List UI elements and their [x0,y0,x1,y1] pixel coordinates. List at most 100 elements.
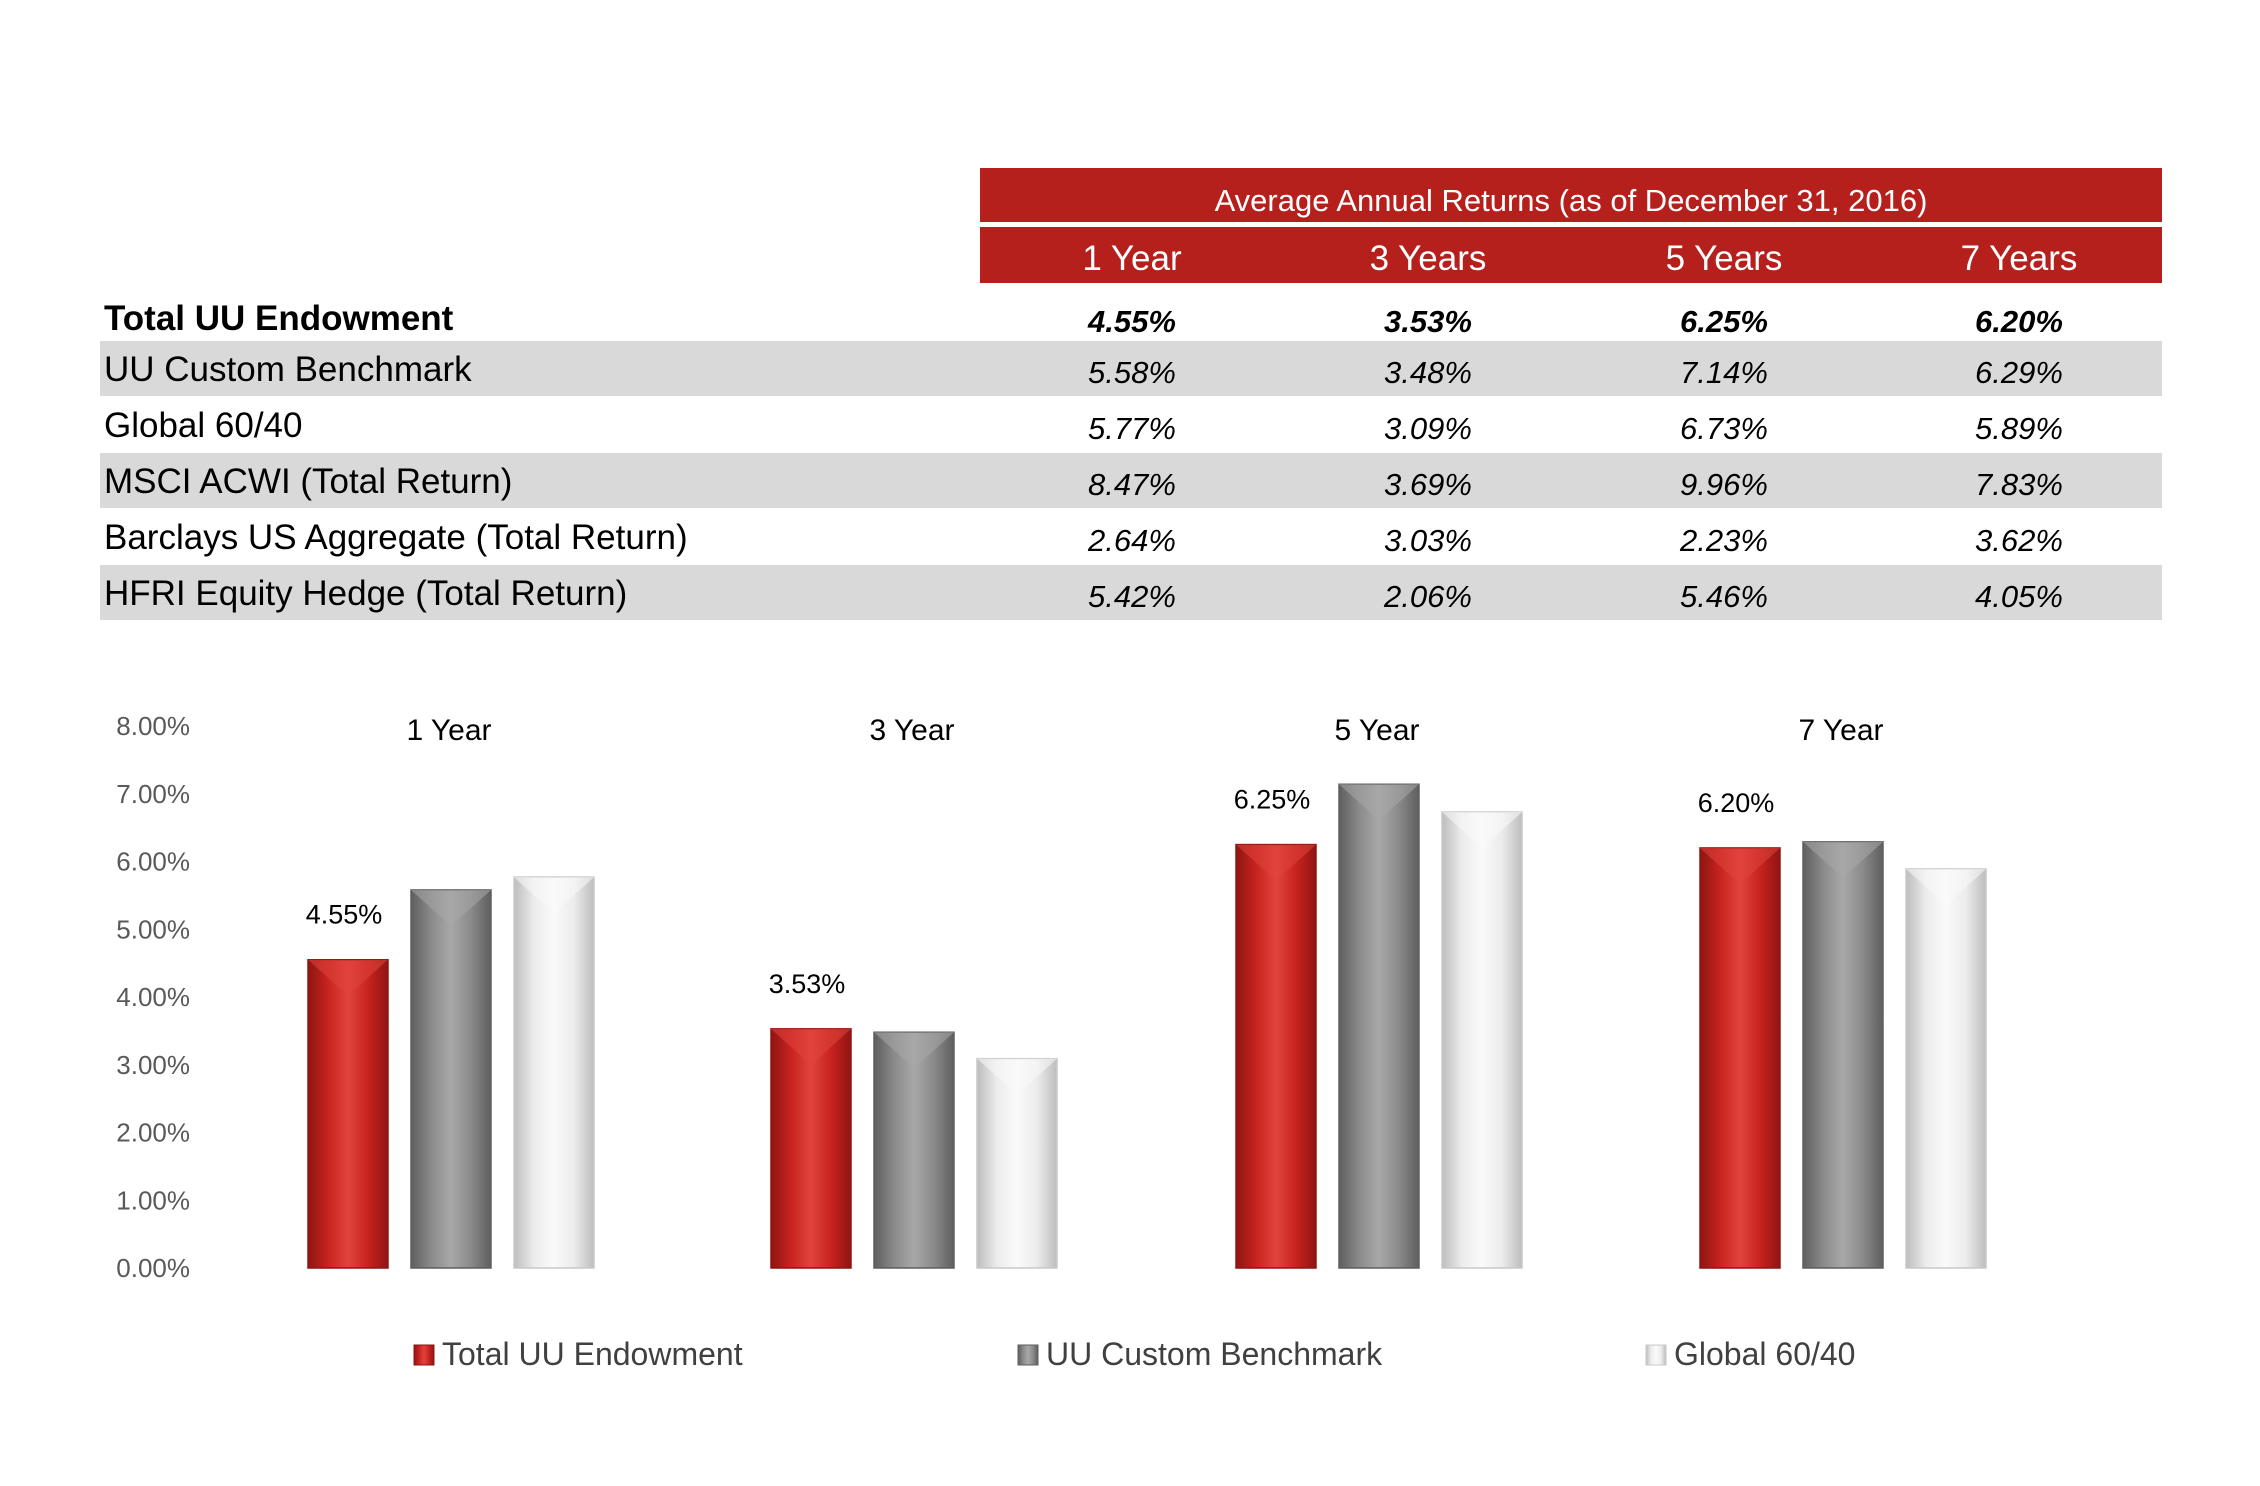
bar-body [873,1031,955,1269]
bar [976,1057,1058,1269]
table-header-title: Average Annual Returns (as of December 3… [980,168,2162,222]
bar-body [307,958,389,1269]
legend-swatch [1017,1344,1039,1366]
y-tick-label: 0.00% [116,1253,190,1283]
table-row: Total UU Endowment 4.55% 3.53% 6.25% 6.2… [100,290,2162,345]
period-header-7y: 7 Years [1960,239,2078,278]
bar [873,1031,955,1269]
table-row: UU Custom Benchmark 5.58% 3.48% 7.14% 6.… [100,341,2162,396]
period-header-1y: 1 Year [1082,239,1182,278]
cell-value: 3.48% [1384,355,1472,390]
cell-value: 3.69% [1384,467,1472,502]
cell-value: 5.89% [1975,411,2063,446]
legend-label: UU Custom Benchmark [1046,1336,1383,1372]
data-label: 3.53% [769,969,846,999]
legend-swatch [1645,1344,1667,1366]
bar [1441,811,1523,1269]
bar-body [1905,868,1987,1269]
cell-value: 6.20% [1975,304,2063,339]
group-titles: 1 Year 3 Year 5 Year 7 Year [406,714,1883,747]
data-label: 6.20% [1698,788,1775,818]
cell-value: 4.55% [1088,304,1176,339]
legend-item: UU Custom Benchmark [1017,1336,1383,1372]
legend-item: Total UU Endowment [413,1336,743,1372]
cell-value: 7.14% [1680,355,1768,390]
group-title: 3 Year [869,714,954,747]
legend: Total UU Endowment UU Custom Benchmark Glo… [413,1336,1855,1372]
cell-value: 2.23% [1680,523,1768,558]
bar [1235,843,1317,1269]
row-label: HFRI Equity Hedge (Total Return) [104,574,628,613]
data-labels: 4.55% 3.53% 6.25% 6.20% [306,785,1775,999]
cell-value: 5.77% [1088,411,1176,446]
table-row: Global 60/40 5.77% 3.09% 6.73% 5.89% [100,397,2162,452]
row-label: Total UU Endowment [104,299,454,338]
y-tick-label: 5.00% [116,914,190,944]
y-tick-label: 6.00% [116,847,190,877]
table-row: HFRI Equity Hedge (Total Return) 5.42% 2… [100,565,2162,620]
period-header-3y: 3 Years [1369,239,1487,278]
bar-bevel [771,1028,851,1065]
group-title: 7 Year [1798,714,1883,747]
row-label: UU Custom Benchmark [104,350,472,389]
cell-value: 5.46% [1680,579,1768,614]
bar-bevel [977,1058,1057,1095]
bar [1338,783,1420,1269]
row-label: MSCI ACWI (Total Return) [104,462,513,501]
bar [1699,847,1781,1269]
table-row: Barclays US Aggregate (Total Return) 2.6… [100,509,2162,564]
bar-body [1802,841,1884,1269]
bar-bevel [1700,847,1780,884]
cell-value: 7.83% [1975,467,2063,502]
row-label: Global 60/40 [104,406,303,445]
bar-body [1441,811,1523,1269]
cell-value: 3.09% [1384,411,1472,446]
bar-bevel [1339,784,1419,821]
group-title: 1 Year [406,714,491,747]
cell-value: 8.47% [1088,467,1176,502]
bar-body [513,876,595,1269]
y-tick-label: 2.00% [116,1118,190,1148]
y-axis: 0.00% 1.00% 2.00% 3.00% 4.00% 5.00% 6.00% 7.00%… [116,711,190,1283]
bar-bevel [1442,812,1522,849]
row-label: Barclays US Aggregate (Total Return) [104,518,688,557]
bar-body [1699,847,1781,1269]
y-tick-label: 3.00% [116,1050,190,1080]
bar [1905,868,1987,1269]
y-tick-label: 1.00% [116,1185,190,1215]
bar-body [1338,783,1420,1269]
bar-body [1235,843,1317,1269]
legend-item: Global 60/40 [1645,1336,1855,1372]
cell-value: 3.03% [1384,523,1472,558]
bar-bevel [1906,868,1986,905]
cell-value: 3.53% [1384,304,1472,339]
bar-body [770,1028,852,1269]
cell-value: 2.64% [1088,523,1176,558]
period-header-5y: 5 Years [1665,239,1783,278]
cell-value: 3.62% [1975,523,2063,558]
legend-label: Total UU Endowment [442,1336,743,1372]
cell-value: 6.25% [1680,304,1768,339]
bar-body [410,889,492,1269]
bar-bevel [1803,841,1883,878]
bar-bevel [411,889,491,926]
returns-bar-chart: 0.00% 1.00% 2.00% 3.00% 4.00% 5.00% 6.00% 7.00%… [116,711,1987,1372]
legend-swatch [413,1344,435,1366]
bar-bevel [1236,844,1316,881]
data-label: 4.55% [306,900,383,930]
cell-value: 6.29% [1975,355,2063,390]
cell-value: 6.73% [1680,411,1768,446]
bar-bevel [874,1032,954,1069]
group-title: 5 Year [1334,714,1419,747]
data-label: 6.25% [1234,785,1311,815]
y-tick-label: 8.00% [116,711,190,741]
bar-bevel [514,877,594,914]
cell-value: 9.96% [1680,467,1768,502]
bar [307,958,389,1269]
bar [770,1028,852,1269]
bar [410,889,492,1269]
cell-value: 2.06% [1384,579,1472,614]
table-row: MSCI ACWI (Total Return) 8.47% 3.69% 9.9… [100,453,2162,508]
bar [513,876,595,1269]
table-header-periods: 1 Year 3 Years 5 Years 7 Years [980,227,2162,283]
